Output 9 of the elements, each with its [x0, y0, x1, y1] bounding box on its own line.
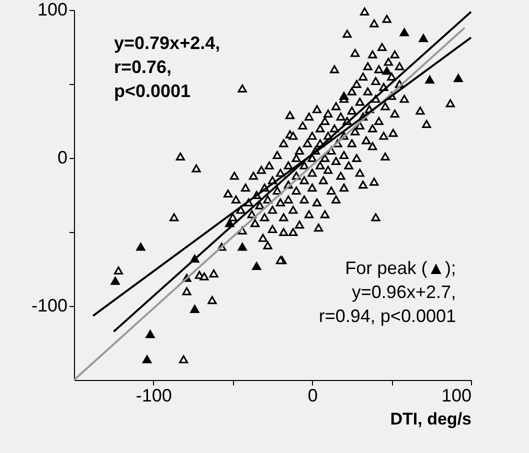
x-tick-label: 100 [441, 386, 472, 406]
y-tick-label: 0 [57, 148, 68, 168]
y-tick-label: 100 [37, 0, 68, 20]
annotation: For peak (▲); y=0.96x+2.7, r=0.94, p<0.0001 [318, 258, 456, 326]
x-tick-label: 0 [308, 386, 318, 406]
annotation: y=0.79x+2.4, r=0.76, p<0.0001 [114, 33, 220, 101]
x-tick-label: -100 [136, 386, 172, 406]
x-axis-title: DTI, deg/s [390, 410, 472, 428]
y-tick-label: -100 [31, 296, 68, 316]
